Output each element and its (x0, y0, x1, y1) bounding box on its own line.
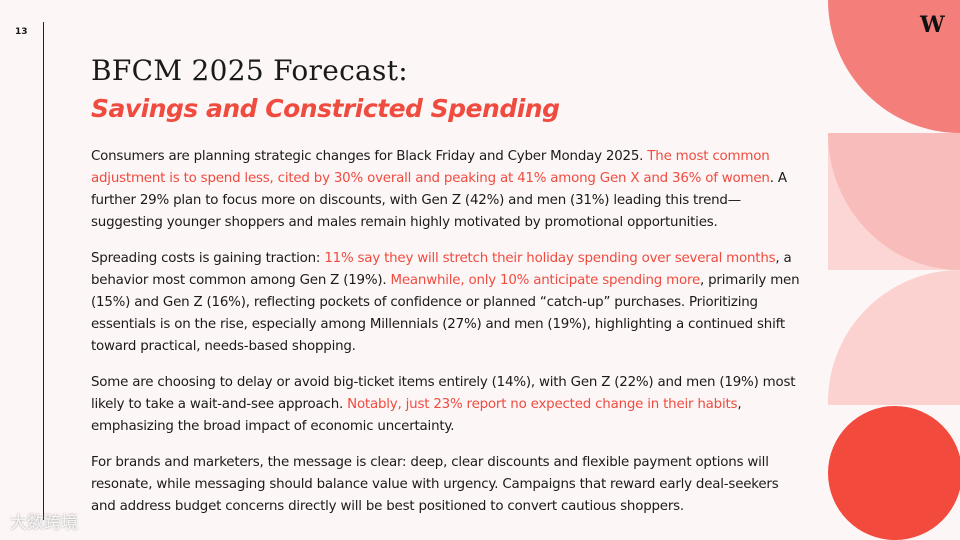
subtitle: Savings and Constricted Spending (91, 94, 560, 123)
highlight-text: Meanwhile, only 10% anticipate spending … (390, 273, 701, 288)
highlight-text: The most common adjustment is to spend l… (91, 149, 770, 186)
text: Some are choosing to delay or avoid big-… (91, 375, 796, 412)
watermark: 大数跨境 (10, 513, 78, 533)
highlight-text: 11% say they will stretch their holiday … (324, 251, 776, 266)
paragraph: Consumers are planning strategic changes… (91, 146, 806, 234)
paragraph: For brands and marketers, the message is… (91, 452, 806, 518)
title: BFCM 2025 Forecast: (91, 54, 408, 87)
divider (43, 22, 44, 520)
body-text: Consumers are planning strategic changes… (91, 146, 806, 532)
text: Spreading costs is gaining traction: (91, 251, 325, 266)
text: , primarily men (15%) and Gen Z (16%), r… (91, 273, 800, 354)
paragraph: Spreading costs is gaining traction: 11%… (91, 248, 806, 358)
decoration (828, 0, 960, 540)
logo: W (920, 12, 945, 38)
page-number: 13 (15, 27, 28, 37)
text: , a behavior most common among Gen Z (19… (91, 251, 792, 288)
paragraph: Some are choosing to delay or avoid big-… (91, 372, 806, 438)
text: For brands and marketers, the message is… (91, 455, 779, 514)
text: . A further 29% plan to focus more on di… (91, 171, 787, 230)
highlight-text: Notably, just 23% report no expected cha… (347, 397, 738, 412)
text: Consumers are planning strategic changes… (91, 149, 648, 164)
text: , emphasizing the broad impact of econom… (91, 397, 742, 434)
